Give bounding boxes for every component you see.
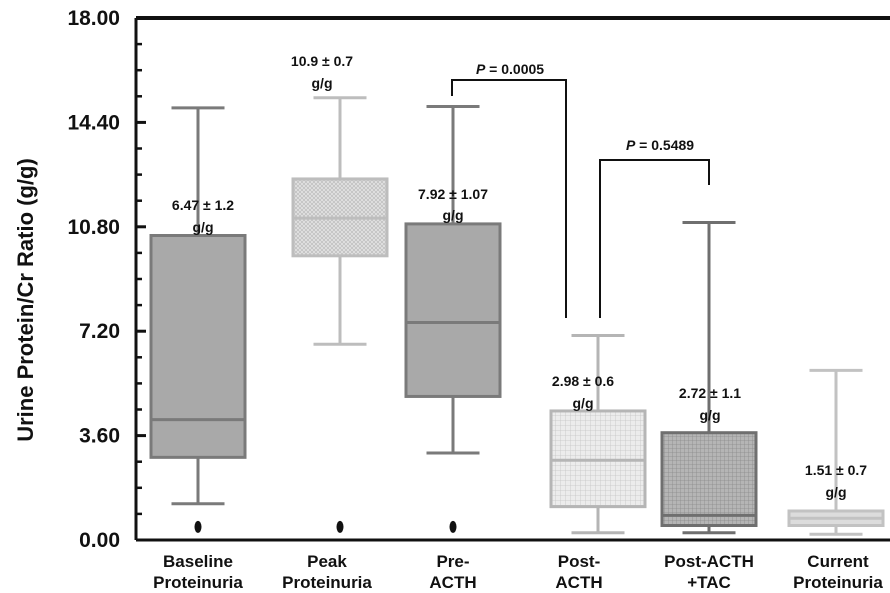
- box-5: [660, 220, 758, 535]
- annotation-value: 2.72 ± 1.1: [679, 385, 741, 401]
- box-6: [787, 368, 885, 536]
- y-axis: 0.00 3.60 7.20 10.80 14.40 18.00: [67, 7, 890, 552]
- outlier-point: [449, 520, 457, 533]
- y-tick-label: 3.60: [79, 425, 120, 448]
- y-tick-label: 14.40: [67, 111, 120, 134]
- annotation-unit: g/g: [700, 407, 721, 423]
- annotations: 6.47 ± 1.2 g/g 10.9 ± 0.7 g/g 7.92 ± 1.07 g/g…: [172, 53, 867, 500]
- category-label-line2: Proteinuria: [793, 573, 883, 592]
- category-label-line1: Current: [807, 552, 869, 571]
- iqr-box: [660, 431, 758, 528]
- outlier-point: [336, 520, 344, 533]
- box-4: [549, 334, 647, 535]
- category-label-line2: +TAC: [687, 573, 731, 592]
- category-label-line1: Pre-: [436, 552, 469, 571]
- y-tick-label: 0.00: [79, 529, 120, 552]
- category-label-line2: Proteinuria: [282, 573, 372, 592]
- comparison-bracket: P = 0.0005: [451, 61, 567, 318]
- iqr-box: [149, 234, 247, 459]
- annotation-value: 7.92 ± 1.07: [418, 186, 488, 202]
- y-tick-label: 18.00: [67, 7, 120, 30]
- box-1: [149, 106, 247, 533]
- category-label-line1: Post-ACTH: [664, 552, 754, 571]
- category-label-line2: ACTH: [555, 573, 602, 592]
- iqr-box: [404, 222, 502, 398]
- y-tick-label: 7.20: [79, 320, 120, 343]
- annotation-unit: g/g: [193, 219, 214, 235]
- annotation-value: 6.47 ± 1.2: [172, 197, 234, 213]
- category-label-line1: Post-: [558, 552, 601, 571]
- annotation-value: 1.51 ± 0.7: [805, 462, 867, 478]
- annotation-unit: g/g: [573, 395, 594, 411]
- box-series: [149, 96, 885, 536]
- p-value-label: P = 0.5489: [626, 137, 694, 153]
- p-value-label: P = 0.0005: [476, 61, 544, 77]
- category-label-line2: ACTH: [429, 573, 476, 592]
- annotation-unit: g/g: [826, 484, 847, 500]
- annotation-unit: g/g: [443, 207, 464, 223]
- annotation-value: 2.98 ± 0.6: [552, 373, 614, 389]
- box-3: [404, 104, 502, 533]
- significance-brackets: P = 0.0005 P = 0.5489: [451, 61, 710, 318]
- outlier-point: [194, 520, 202, 533]
- x-axis-labels: Baseline Proteinuria Peak Proteinuria Pre- AC…: [153, 552, 883, 592]
- category-label-line2: Proteinuria: [153, 573, 243, 592]
- annotation-unit: g/g: [312, 75, 333, 91]
- comparison-bracket: P = 0.5489: [599, 137, 710, 318]
- bracket-line: [599, 159, 710, 318]
- bracket-line: [451, 79, 567, 318]
- category-label-line1: Baseline: [163, 552, 233, 571]
- box-2: [291, 96, 389, 533]
- annotation-value: 10.9 ± 0.7: [291, 53, 353, 69]
- y-axis-label: Urine Protein/Cr Ratio (g/g): [13, 158, 38, 442]
- y-tick-label: 10.80: [67, 216, 120, 239]
- category-label-line1: Peak: [307, 552, 347, 571]
